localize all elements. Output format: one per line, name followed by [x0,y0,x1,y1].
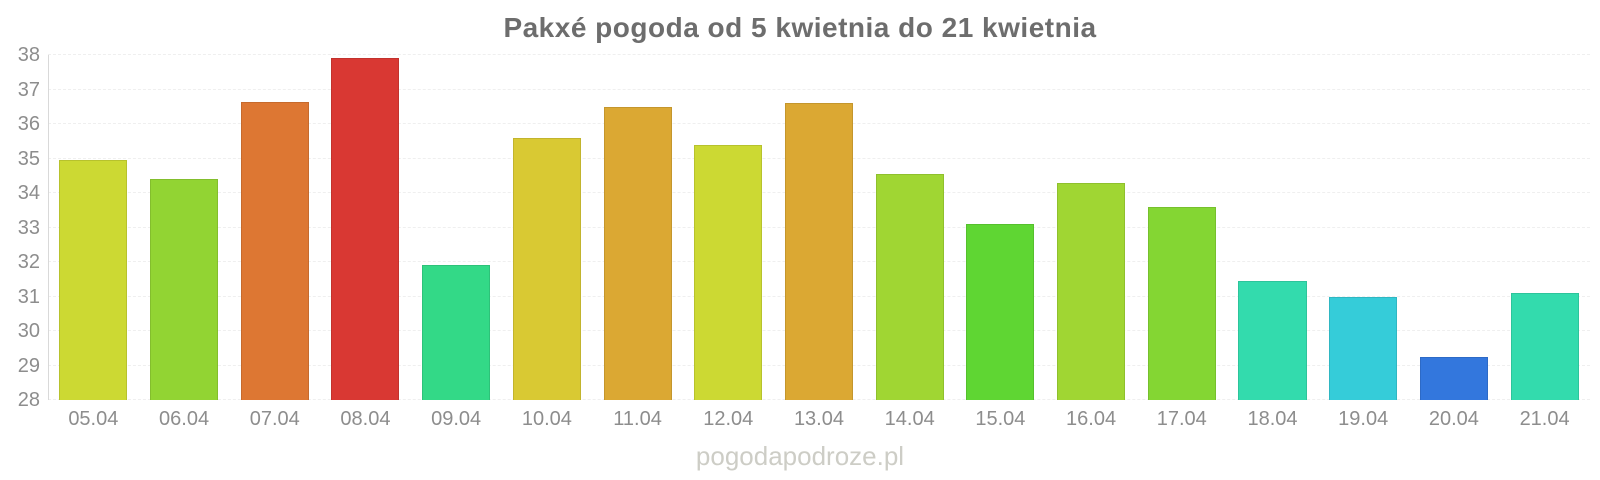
bar-slot [683,55,774,400]
chart-bar-17.04 [1147,206,1216,400]
x-axis-tick-label: 10.04 [521,408,572,430]
y-axis-tick-label: 28 [17,389,40,411]
chart-bar-13.04 [784,103,853,400]
x-axis-tick-label: 16.04 [1066,408,1117,430]
x-axis-tick-label: 07.04 [249,408,300,430]
x-axis-tick-label: 18.04 [1247,408,1298,430]
chart-bar-18.04 [1238,280,1307,400]
bar-slot [320,55,411,400]
chart-bar-19.04 [1329,296,1398,400]
chart-bar-07.04 [240,101,309,400]
y-axis-tick-label: 32 [17,251,40,273]
chart-bar-11.04 [603,106,672,400]
x-axis-tick-label: 09.04 [431,408,482,430]
x-axis-tick-label: 06.04 [159,408,210,430]
bar-slot [411,55,502,400]
bar-slot [1046,55,1137,400]
x-axis: 05.04 06.04 07.04 08.04 09.04 10.04 11.04 12.04… [48,408,1590,431]
plot-area [48,54,1590,400]
bars-layer [48,55,1590,400]
chart-bar-14.04 [875,174,944,400]
x-axis-tick-label: 20.04 [1428,408,1479,430]
bar-slot [864,55,955,400]
x-axis-tick-label: 11.04 [613,408,662,430]
bar-slot [139,55,230,400]
bar-slot [1227,55,1318,400]
chart-bar-12.04 [694,144,763,400]
chart-bar-09.04 [422,265,491,400]
bar-slot [592,55,683,400]
gridline [48,54,1590,55]
chart-bar-20.04 [1419,356,1488,400]
y-axis-tick-label: 33 [17,216,40,239]
y-axis-tick-label: 36 [17,113,40,135]
chart-bar-16.04 [1057,182,1126,400]
y-axis-tick-label: 29 [17,354,40,377]
chart-bar-08.04 [331,58,400,400]
y-axis-line [48,55,49,400]
watermark: pogodapodroze.pl [695,441,905,471]
chart-bar-06.04 [150,179,219,400]
x-axis-tick-label: 14.04 [884,408,935,430]
y-axis-tick-label: 30 [17,320,40,342]
x-axis-tick-label: 13.04 [793,408,844,430]
bar-slot [774,55,865,400]
bar-slot [1318,55,1409,400]
x-axis-tick-label: 08.04 [340,408,391,430]
x-axis-tick-label: 19.04 [1338,408,1389,430]
bar-slot [1136,55,1227,400]
y-axis-tick-label: 35 [17,147,40,170]
chart-bar-10.04 [512,137,581,400]
y-axis-tick-label: 31 [17,285,40,308]
chart-title: Pakxé pogoda od 5 kwietnia do 21 kwietni… [503,12,1097,43]
x-axis-tick-label: 17.04 [1156,408,1207,430]
chart-bar-05.04 [59,160,128,400]
y-axis-tick-label: 37 [17,78,40,101]
y-axis: 28 29 30 31 32 33 34 35 36 37 38 [0,45,40,410]
x-axis-tick-label: 21.04 [1519,408,1570,430]
x-axis-tick-label: 15.04 [975,408,1026,430]
bar-slot [229,55,320,400]
bar-slot [502,55,593,400]
y-axis-tick-label: 34 [17,182,40,204]
bar-slot [1499,55,1590,400]
bar-slot [48,55,139,400]
chart-bar-21.04 [1510,293,1579,400]
chart-bar-15.04 [966,224,1035,400]
gridline [48,88,1590,90]
bar-slot [955,55,1046,400]
x-axis-tick-label: 12.04 [703,408,754,430]
y-axis-tick-label: 38 [17,44,40,66]
bar-slot [1409,55,1500,400]
x-axis-tick-label: 05.04 [68,408,119,430]
